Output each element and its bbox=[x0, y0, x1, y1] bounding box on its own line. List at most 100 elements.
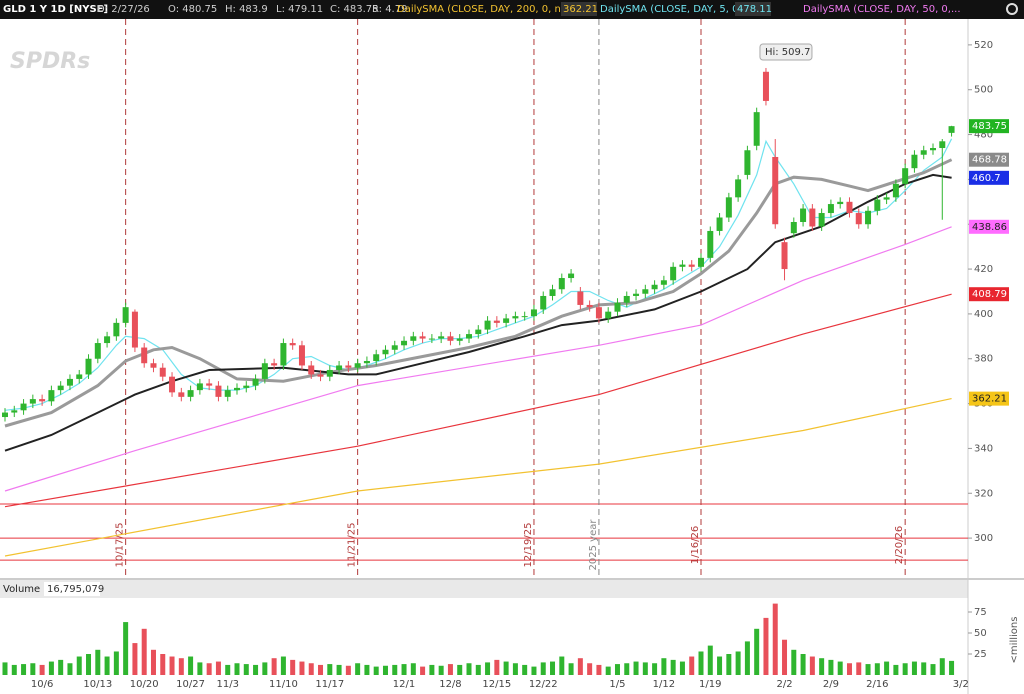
candle-body bbox=[790, 221, 797, 234]
moving-average bbox=[4, 173, 952, 452]
x-tick-label: 1/12 bbox=[653, 679, 675, 690]
candle-body bbox=[271, 363, 278, 366]
volume-bar bbox=[429, 664, 435, 675]
volume-bar bbox=[48, 661, 54, 675]
volume-bar bbox=[327, 664, 333, 675]
candle-body bbox=[930, 148, 936, 151]
study-value-box bbox=[735, 2, 771, 16]
volume-title: Volume bbox=[3, 584, 40, 595]
event-label: 2/20/26 bbox=[894, 526, 905, 565]
volume-bar bbox=[577, 658, 583, 675]
volume-bar bbox=[670, 659, 676, 675]
candle-body bbox=[234, 387, 240, 391]
y-tick-label: 320 bbox=[974, 488, 993, 499]
volume-bar bbox=[782, 639, 788, 675]
x-tick-label: 11/3 bbox=[216, 679, 238, 690]
candle-body bbox=[735, 179, 742, 198]
candle-body bbox=[623, 295, 630, 303]
candle-body bbox=[252, 378, 259, 386]
volume-bar bbox=[921, 662, 927, 675]
volume-bar bbox=[280, 656, 286, 675]
candle-body bbox=[308, 365, 315, 375]
price-tag-label: 468.78 bbox=[972, 155, 1007, 166]
candle-body bbox=[874, 199, 881, 211]
candle-body bbox=[336, 365, 343, 370]
candle-body bbox=[187, 390, 194, 397]
candle-body bbox=[595, 307, 602, 319]
hi-box bbox=[759, 43, 813, 61]
volume-bar bbox=[150, 649, 156, 675]
volume-bar bbox=[345, 665, 351, 675]
candle-body bbox=[920, 150, 927, 155]
volume-bar bbox=[364, 664, 370, 675]
settings-icon[interactable] bbox=[1006, 3, 1018, 15]
candle-body bbox=[512, 316, 519, 319]
candle-body bbox=[540, 295, 547, 310]
volume-value: 16,795,079 bbox=[47, 584, 104, 595]
candle-body bbox=[549, 289, 556, 296]
volume-bar bbox=[30, 663, 36, 675]
x-tick-label: 3/2 bbox=[953, 679, 969, 690]
candle-body bbox=[104, 336, 111, 344]
volume-bar bbox=[522, 664, 528, 675]
candle-body bbox=[530, 309, 537, 317]
volume-bar bbox=[336, 664, 342, 675]
volume-bar bbox=[800, 654, 806, 675]
volume-tick-label: 25 bbox=[974, 649, 987, 660]
candle-body bbox=[688, 264, 695, 267]
volume-bar bbox=[661, 658, 667, 675]
candle-body bbox=[818, 213, 825, 227]
volume-bar bbox=[243, 664, 249, 675]
volume-bar bbox=[726, 654, 732, 675]
volume-bar bbox=[772, 603, 778, 675]
study-name: DailySMA (CLOSE, DAY, 50, 0,... bbox=[803, 4, 961, 15]
watermark: SPDRs bbox=[10, 49, 90, 74]
volume-bar bbox=[828, 659, 834, 675]
volume-bar bbox=[141, 628, 147, 675]
candle-body bbox=[326, 369, 333, 377]
volume-bar bbox=[178, 658, 184, 675]
event-label: 2025 year bbox=[588, 519, 599, 571]
candle-body bbox=[261, 363, 268, 379]
moving-average bbox=[4, 398, 952, 557]
volume-bar bbox=[160, 654, 166, 675]
x-tick-label: 2/2 bbox=[776, 679, 792, 690]
volume-bar bbox=[949, 660, 955, 675]
candle-body bbox=[243, 385, 250, 388]
candle-body bbox=[11, 410, 18, 413]
price-tag-label: 408.79 bbox=[972, 289, 1007, 300]
volume-bar bbox=[893, 664, 899, 675]
volume-bar bbox=[225, 664, 231, 675]
volume-bar bbox=[308, 663, 314, 675]
volume-bar bbox=[689, 656, 695, 675]
volume-bar bbox=[373, 666, 379, 675]
header-field: O: 480.75 bbox=[168, 4, 217, 15]
volume-bar bbox=[754, 628, 760, 675]
volume-bar bbox=[410, 663, 416, 675]
candle-body bbox=[911, 154, 918, 169]
candle-body bbox=[141, 347, 148, 364]
volume-bar bbox=[605, 666, 611, 675]
volume-bar bbox=[206, 663, 212, 675]
volume-bar bbox=[633, 661, 639, 675]
volume-bar bbox=[717, 656, 723, 675]
moving-average bbox=[4, 293, 952, 508]
y-tick-label: 400 bbox=[974, 309, 993, 320]
event-label: 11/21/25 bbox=[347, 523, 358, 568]
candle-body bbox=[456, 338, 463, 341]
candle-body bbox=[94, 343, 101, 359]
x-tick-label: 10/6 bbox=[31, 679, 53, 690]
candle-body bbox=[122, 307, 129, 323]
volume-bar bbox=[290, 659, 296, 675]
y-tick-label: 520 bbox=[974, 40, 993, 51]
volume-bar bbox=[104, 656, 110, 675]
volume-bar bbox=[884, 661, 890, 675]
price-tag bbox=[969, 119, 1009, 134]
x-tick-label: 10/13 bbox=[83, 679, 112, 690]
volume-bar bbox=[447, 664, 453, 675]
x-tick-label: 12/1 bbox=[393, 679, 415, 690]
candle-body bbox=[401, 340, 408, 346]
volume-bar bbox=[531, 666, 537, 675]
study-value-box bbox=[561, 2, 597, 16]
